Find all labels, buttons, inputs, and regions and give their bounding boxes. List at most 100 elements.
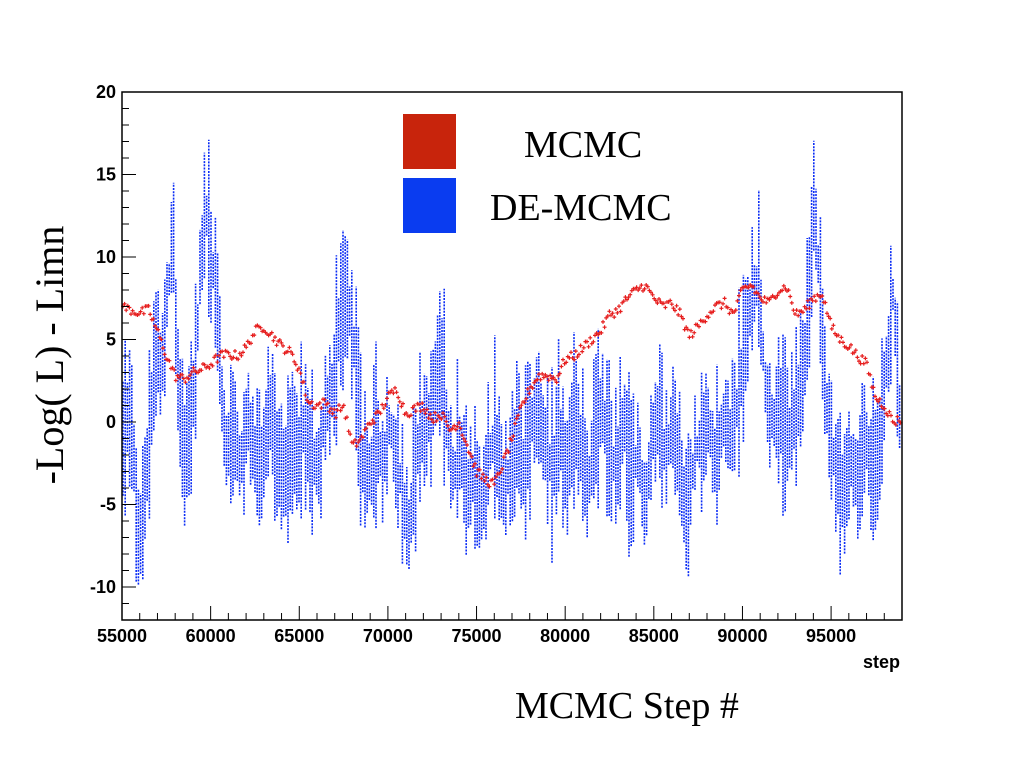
series-mcmc-mark (303, 393, 308, 398)
series-mcmc-mark (679, 314, 684, 319)
series-mcmc-mark (893, 422, 898, 427)
series-mcmc-mark (650, 292, 655, 297)
series-mcmc-mark (356, 440, 361, 445)
series-mcmc-mark (364, 426, 369, 431)
series-mcmc-mark (812, 294, 817, 299)
series-mcmc-mark (801, 310, 805, 315)
series-mcmc-mark (388, 390, 393, 395)
series-mcmc-mark (657, 297, 661, 301)
x-axis-unit-label: step (863, 652, 900, 672)
series-mcmc-mark (839, 335, 844, 340)
series-mcmc-mark (249, 341, 253, 346)
series-mcmc-mark (471, 464, 476, 469)
series-mcmc-mark (669, 302, 674, 307)
series-mcmc-mark (309, 399, 314, 404)
series-mcmc-mark (378, 411, 383, 416)
series-mcmc-mark (794, 308, 799, 313)
series-mcmc-mark (127, 305, 132, 310)
series-mcmc-mark (188, 373, 193, 378)
series-mcmc-mark (461, 436, 466, 441)
series-mcmc-mark (383, 403, 388, 407)
series-mcmc-mark (655, 301, 660, 306)
axis-ticks (121, 91, 903, 621)
series-mcmc-mark (637, 286, 642, 291)
series-mcmc-mark (431, 420, 436, 425)
series-mcmc-mark (719, 306, 724, 311)
series-mcmc-mark (783, 286, 788, 291)
series-mcmc-mark (429, 417, 434, 422)
series-mcmc-mark (548, 373, 553, 378)
series-mcmc-mark (516, 413, 521, 418)
series-mcmc-mark (618, 309, 623, 314)
series-mcmc-mark (722, 296, 727, 301)
series-mcmc-mark (418, 409, 423, 414)
series-mcmc-mark (122, 301, 127, 306)
series-mcmc-mark (513, 421, 517, 426)
series-mcmc-mark (348, 432, 353, 437)
series-mcmc-mark (473, 461, 477, 466)
series-mcmc-mark (820, 294, 825, 298)
series-mcmc-mark (685, 327, 690, 332)
y-tick-label: 15 (96, 165, 116, 185)
series-mcmc-mark (317, 400, 322, 405)
series-mcmc-mark (452, 423, 457, 428)
series-mcmc-mark (237, 351, 242, 356)
x-tick-label: 70000 (363, 626, 413, 646)
series-mcmc-mark (183, 380, 188, 385)
series-mcmc-mark (397, 399, 402, 404)
series-mcmc-mark (895, 414, 900, 419)
series-mcmc-mark (559, 364, 564, 369)
series-mcmc-mark (612, 315, 617, 320)
series-mcmc-mark (322, 397, 327, 402)
series-mcmc-mark (458, 426, 463, 431)
series-mcmc-mark (717, 300, 722, 305)
series-mcmc-mark (186, 376, 191, 381)
series-mcmc-mark (578, 343, 583, 348)
series-mcmc-mark (593, 333, 597, 338)
series-mcmc-mark (301, 379, 306, 384)
series-mcmc-mark (469, 454, 474, 459)
series-mcmc-mark (826, 314, 831, 319)
series-mcmc-mark (561, 357, 565, 362)
series-mcmc-mark (252, 333, 257, 338)
series-mcmc-mark (677, 307, 682, 312)
series-mcmc-mark (882, 406, 887, 411)
series-mcmc-mark (863, 356, 868, 361)
series-mcmc-mark (319, 406, 324, 410)
series-mcmc-mark (434, 418, 439, 423)
series-mcmc-mark (465, 443, 469, 447)
series-mcmc-mark (703, 319, 708, 324)
series-mcmc-mark (420, 401, 425, 406)
series-mcmc-mark (130, 308, 135, 313)
series-mcmc-mark (221, 355, 226, 360)
series-mcmc-mark (450, 426, 455, 431)
series-mcmc-mark (884, 411, 889, 416)
series-mcmc-mark (873, 394, 877, 399)
series-mcmc-mark (439, 417, 444, 421)
series-mcmc-mark (692, 330, 697, 335)
series-mcmc-mark (517, 405, 522, 410)
series-mcmc-mark (503, 451, 508, 456)
series-mcmc-mark (789, 300, 794, 305)
series-mcmc-mark (642, 286, 647, 291)
series-mcmc-mark (735, 298, 740, 303)
series-mcmc-mark (396, 395, 401, 400)
series-de-mcmc (122, 139, 901, 585)
y-tick-label: 20 (96, 82, 116, 102)
series-mcmc-mark (460, 433, 465, 438)
series-mcmc-mark (673, 308, 677, 313)
series-mcmc-mark (404, 411, 409, 415)
series-mcmc-mark (876, 399, 881, 404)
series-mcmc-mark (258, 325, 263, 330)
series-mcmc-mark (733, 308, 738, 313)
series-mcmc-mark (217, 353, 221, 358)
series-mcmc-mark (853, 348, 858, 353)
series-mcmc-mark (599, 330, 604, 335)
series-mcmc-mark (569, 350, 573, 355)
series-mcmc-mark (653, 298, 658, 303)
x-tick-label: 65000 (274, 626, 324, 646)
x-tick-label: 80000 (540, 626, 590, 646)
series-mcmc-mark (689, 328, 693, 333)
series-mcmc-mark (501, 455, 506, 460)
series-mcmc-mark (721, 301, 725, 306)
